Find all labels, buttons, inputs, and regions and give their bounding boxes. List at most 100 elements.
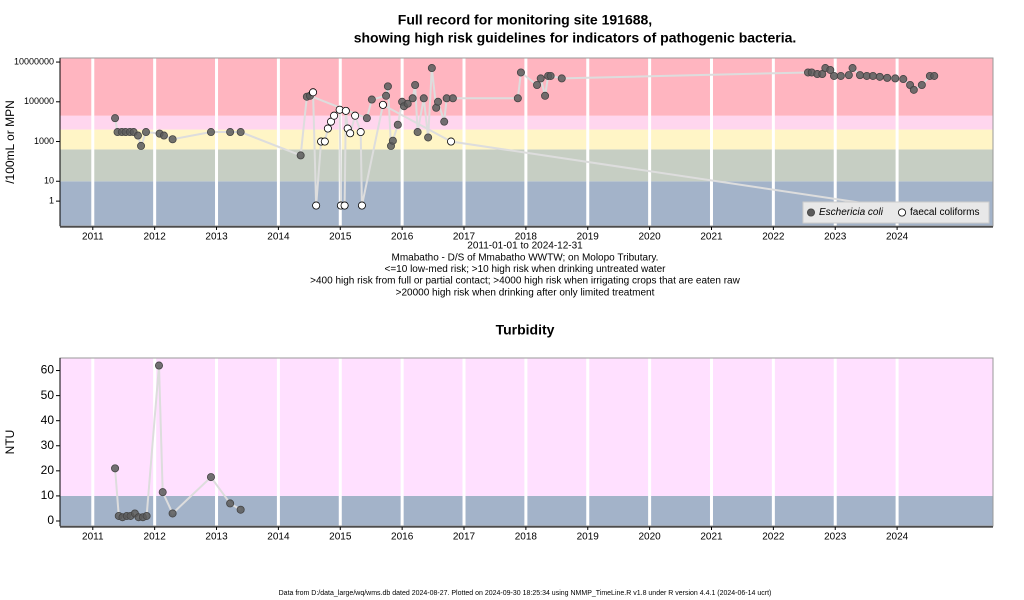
data-point xyxy=(413,128,422,137)
data-point xyxy=(826,65,835,74)
y-tick-label: 40 xyxy=(41,413,55,427)
footer: Data from D:/data_large/wq/wms.db dated … xyxy=(279,590,772,597)
data-point xyxy=(541,91,550,100)
data-point xyxy=(447,137,456,146)
x-tick-label: 2011 xyxy=(82,532,104,543)
data-point xyxy=(141,128,150,137)
data-point xyxy=(403,99,412,108)
x-tick-label: 2014 xyxy=(267,532,290,543)
legend-marker xyxy=(807,208,816,217)
x-tick-label: 2013 xyxy=(205,232,228,243)
data-point xyxy=(367,95,376,104)
chart-title: Full record for monitoring site 191688, xyxy=(398,12,652,28)
data-point xyxy=(341,106,350,115)
data-point xyxy=(382,91,391,100)
y-tick-label: 10 xyxy=(41,488,55,502)
y-tick-label: 100000 xyxy=(24,96,54,106)
x-tick-label: 2012 xyxy=(144,232,167,243)
x-tick-label: 2017 xyxy=(453,232,476,243)
note: >400 high risk from full or partial cont… xyxy=(310,276,740,287)
data-point xyxy=(346,129,355,138)
x-tick-label: 2022 xyxy=(762,532,785,543)
data-point xyxy=(424,133,433,142)
data-point xyxy=(356,128,365,137)
data-point xyxy=(158,488,167,497)
note: <=10 low-med risk; >10 high risk when dr… xyxy=(385,264,667,275)
x-tick-label: 2023 xyxy=(824,532,847,543)
note: Mmabatho - D/S of Mmabatho WWTW; on Molo… xyxy=(392,252,659,263)
data-point xyxy=(516,68,525,77)
data-point xyxy=(899,75,908,84)
chart-title: showing high risk guidelines for indicat… xyxy=(354,30,797,46)
data-point xyxy=(868,71,877,80)
y-tick-label: 1000 xyxy=(34,136,54,146)
data-point xyxy=(351,111,360,120)
data-point xyxy=(383,82,392,91)
y-tick-label: 50 xyxy=(41,388,55,402)
legend-box xyxy=(802,201,990,224)
data-point xyxy=(226,128,235,137)
y-axis-label: /100mL or MPN xyxy=(3,100,17,184)
x-tick-label: 2015 xyxy=(329,532,352,543)
data-point xyxy=(427,64,436,73)
x-tick-label: 2024 xyxy=(886,532,909,543)
x-tick-label: 2015 xyxy=(329,232,352,243)
x-tick-label: 2018 xyxy=(515,532,538,543)
x-tick-label: 2016 xyxy=(391,232,414,243)
data-point xyxy=(844,71,853,80)
data-point xyxy=(309,88,318,97)
legend-label: Eschericia coli xyxy=(819,207,884,218)
data-point xyxy=(836,71,845,80)
data-point xyxy=(226,499,235,508)
x-tick-label: 2016 xyxy=(391,532,414,543)
data-point xyxy=(133,131,142,140)
data-point xyxy=(434,97,443,106)
x-tick-label: 2012 xyxy=(144,532,167,543)
data-point xyxy=(168,509,177,518)
data-point xyxy=(930,71,939,80)
data-point xyxy=(236,505,245,514)
y-tick-label: 20 xyxy=(41,463,55,477)
x-tick-label: 2014 xyxy=(267,232,290,243)
x-tick-label: 2013 xyxy=(205,532,228,543)
data-point xyxy=(448,94,457,103)
data-point xyxy=(154,361,163,370)
data-point xyxy=(546,71,555,80)
data-point xyxy=(362,114,371,123)
y-tick-label: 0 xyxy=(47,513,54,527)
x-tick-label: 2020 xyxy=(638,532,661,543)
x-tick-label: 2021 xyxy=(700,532,723,543)
note: >20000 high risk when drinking after onl… xyxy=(396,287,655,298)
x-tick-label: 2022 xyxy=(762,232,785,243)
data-point xyxy=(111,114,120,123)
data-point xyxy=(557,74,566,83)
data-point xyxy=(378,100,387,109)
chart-title: Turbidity xyxy=(496,322,555,338)
y-tick-label: 10 xyxy=(44,176,54,186)
y-tick-label: 10000000 xyxy=(14,56,54,66)
x-tick-label: 2017 xyxy=(453,532,476,543)
data-point xyxy=(875,72,884,81)
data-point xyxy=(883,73,892,82)
legend-label: faecal coliforms xyxy=(910,207,979,218)
data-point xyxy=(168,135,177,144)
note: 2011-01-01 to 2024-12-31 xyxy=(467,241,583,252)
data-point xyxy=(513,94,522,103)
data-point xyxy=(848,64,857,73)
data-point xyxy=(536,74,545,83)
data-point xyxy=(137,141,146,150)
data-point xyxy=(236,128,245,137)
x-tick-label: 2019 xyxy=(577,232,600,243)
x-tick-label: 2018 xyxy=(515,232,538,243)
y-tick-label: 1 xyxy=(49,196,54,206)
data-point xyxy=(891,74,900,83)
y-tick-label: 60 xyxy=(41,363,55,377)
x-tick-label: 2021 xyxy=(700,232,723,243)
data-point xyxy=(533,81,542,90)
data-point xyxy=(340,201,349,210)
data-point xyxy=(917,81,926,90)
data-point xyxy=(323,124,332,133)
data-point xyxy=(419,94,428,103)
x-tick-label: 2023 xyxy=(824,232,847,243)
